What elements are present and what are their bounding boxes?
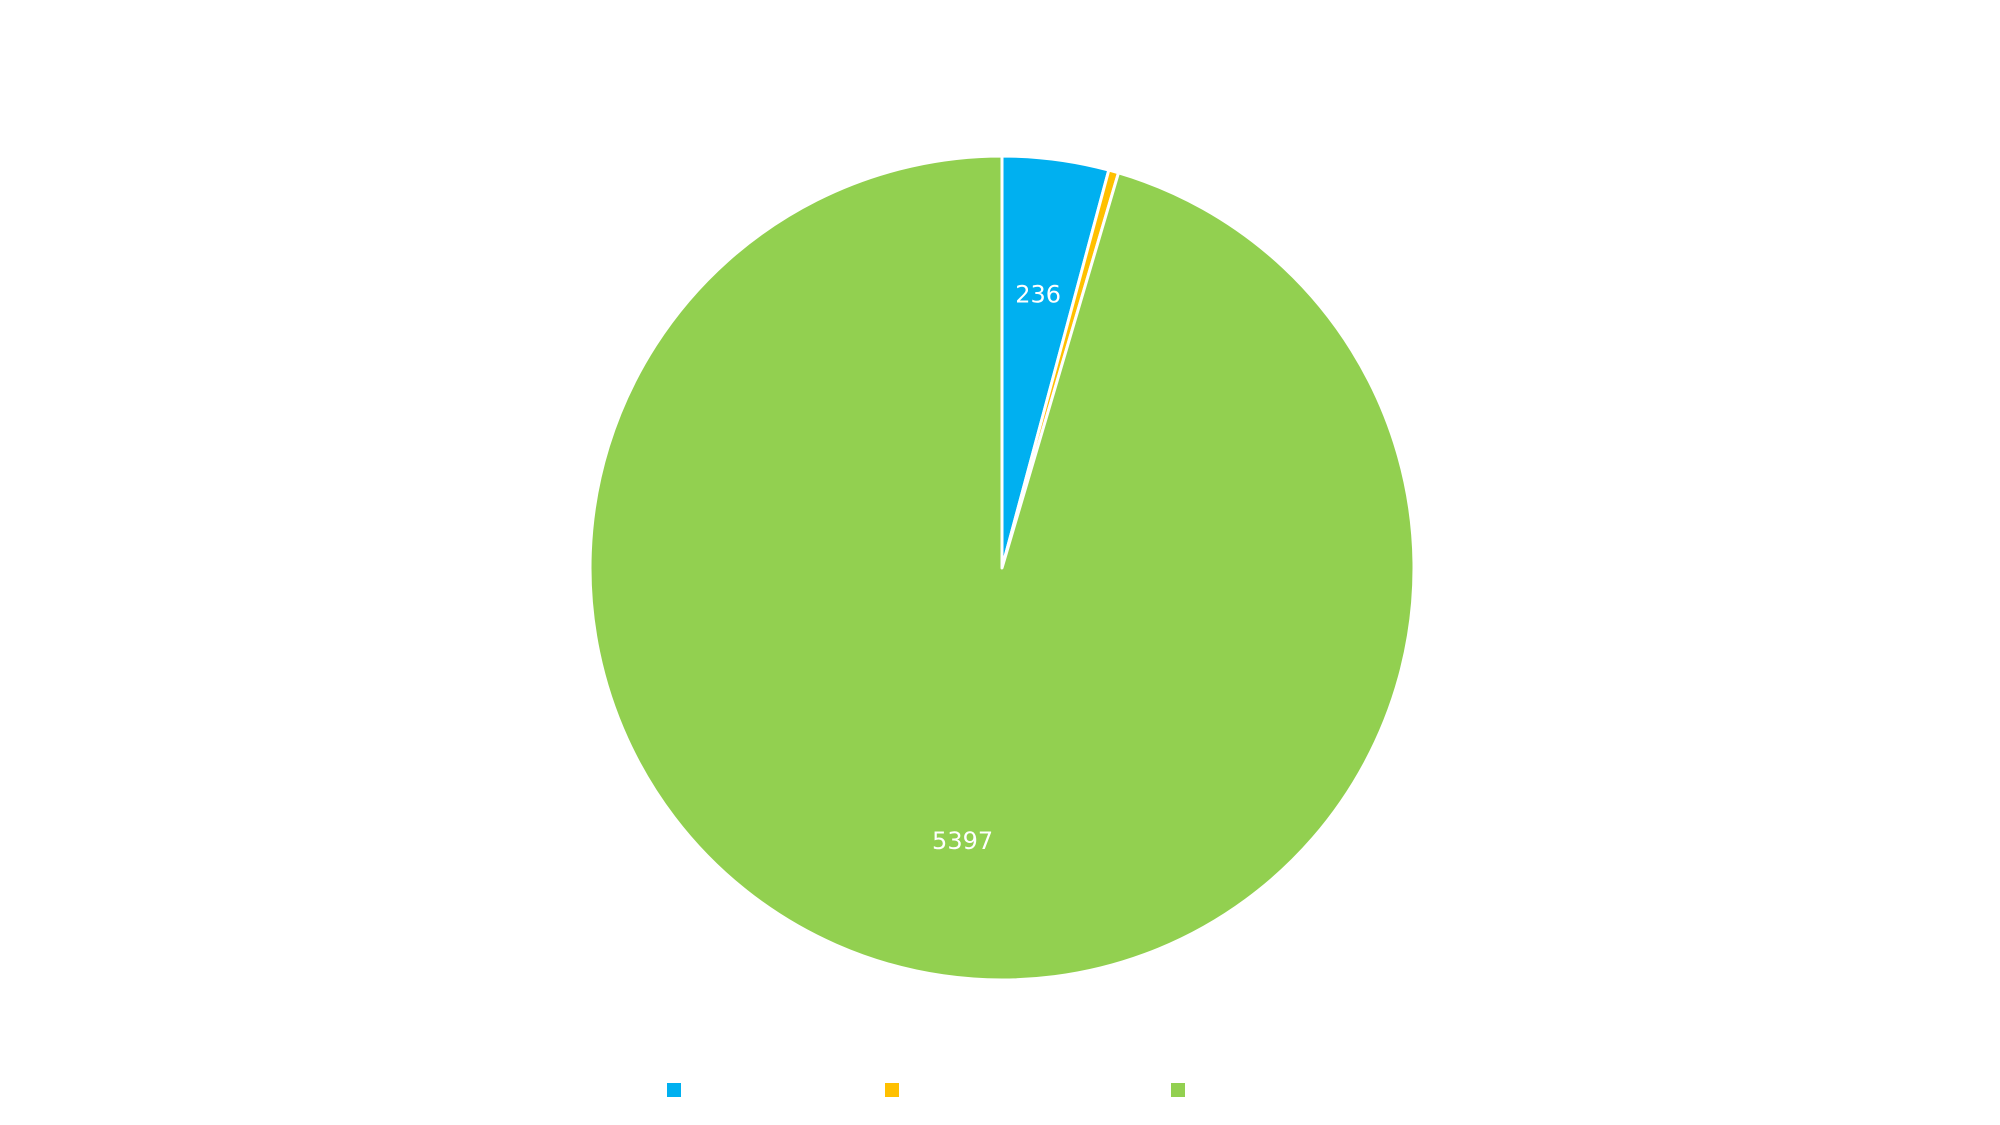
- legend-item-2: [885, 1083, 907, 1097]
- legend: [0, 1083, 2000, 1101]
- data-label-slice-1: 236: [1015, 280, 1061, 308]
- pie-data-labels: 236 5397: [932, 280, 1061, 855]
- data-label-slice-3: 5397: [932, 827, 993, 855]
- legend-item-1: [667, 1083, 689, 1097]
- legend-swatch-2: [885, 1083, 899, 1097]
- pie-slices: [588, 154, 1416, 982]
- legend-item-3: [1171, 1083, 1193, 1097]
- legend-swatch-1: [667, 1083, 681, 1097]
- pie-slice-3: [588, 154, 1416, 982]
- legend-swatch-3: [1171, 1083, 1185, 1097]
